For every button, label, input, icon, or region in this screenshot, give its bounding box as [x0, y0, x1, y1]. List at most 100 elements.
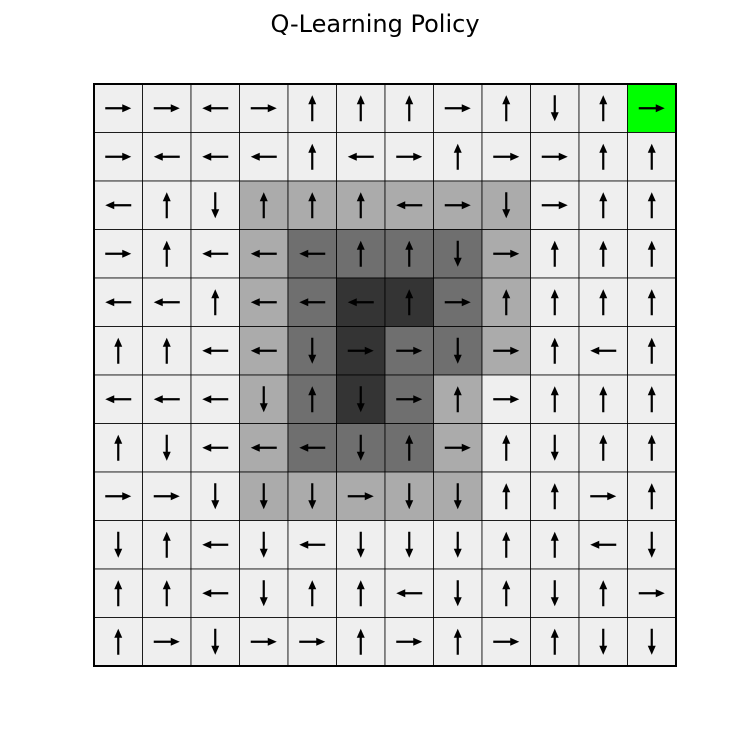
arrow-right-icon — [590, 492, 617, 501]
arrow-down-icon — [550, 434, 559, 461]
arrow-head — [405, 500, 414, 510]
arrow-up-icon — [550, 289, 559, 316]
arrow-head — [647, 645, 656, 655]
arrow-right-icon — [396, 395, 423, 404]
arrow-head — [259, 500, 268, 510]
arrow-head — [550, 240, 559, 250]
arrow-up-icon — [647, 337, 656, 364]
arrow-head — [647, 143, 656, 153]
arrow-down-icon — [114, 531, 123, 558]
arrow-head — [590, 346, 600, 355]
arrow-up-icon — [599, 192, 608, 219]
arrow-head — [453, 597, 462, 607]
arrow-head — [308, 580, 317, 590]
arrow-down-icon — [211, 192, 220, 219]
grid-cell — [578, 132, 628, 182]
arrow-head — [211, 289, 220, 299]
arrow-up-icon — [550, 337, 559, 364]
arrow-head — [170, 492, 180, 501]
arrow-right-icon — [250, 104, 277, 113]
arrow-left-icon — [347, 298, 374, 307]
arrow-head — [502, 95, 511, 105]
arrow-up-icon — [453, 386, 462, 413]
grid-cells — [93, 83, 677, 667]
arrow-down-icon — [647, 531, 656, 558]
arrow-head — [170, 637, 180, 646]
arrow-up-icon — [308, 95, 317, 122]
arrow-up-icon — [114, 434, 123, 461]
arrow-head — [364, 346, 374, 355]
arrow-down-icon — [647, 628, 656, 655]
arrow-right-icon — [153, 637, 180, 646]
arrow-down-icon — [550, 580, 559, 607]
arrow-left-icon — [347, 152, 374, 161]
arrow-left-icon — [105, 201, 132, 210]
arrow-up-icon — [599, 386, 608, 413]
arrow-down-icon — [453, 240, 462, 267]
arrow-head — [502, 483, 511, 493]
arrow-left-icon — [299, 443, 326, 452]
grid-cell — [433, 568, 483, 618]
arrow-left-icon — [202, 395, 229, 404]
arrow-right-icon — [493, 152, 520, 161]
arrow-head — [202, 443, 212, 452]
arrow-down-icon — [453, 580, 462, 607]
arrow-down-icon — [259, 580, 268, 607]
arrow-down-icon — [550, 95, 559, 122]
arrow-head — [299, 249, 309, 258]
arrow-head — [453, 257, 462, 267]
arrow-down-icon — [259, 386, 268, 413]
arrow-up-icon — [405, 289, 414, 316]
arrow-right-icon — [153, 492, 180, 501]
arrow-left-icon — [250, 249, 277, 258]
arrow-head — [405, 548, 414, 558]
arrow-left-icon — [202, 104, 229, 113]
arrow-head — [599, 580, 608, 590]
policy-arrows — [105, 95, 665, 655]
arrow-up-icon — [647, 289, 656, 316]
arrow-left-icon — [202, 249, 229, 258]
arrow-down-icon — [356, 531, 365, 558]
arrow-head — [647, 386, 656, 396]
arrow-head — [413, 346, 423, 355]
arrow-head — [558, 152, 568, 161]
arrow-head — [316, 637, 326, 646]
arrow-head — [607, 492, 617, 501]
arrow-head — [202, 104, 212, 113]
arrow-head — [162, 240, 171, 250]
arrow-head — [558, 201, 568, 210]
arrow-up-icon — [647, 386, 656, 413]
grid-cell — [336, 423, 386, 473]
arrow-down-icon — [453, 483, 462, 510]
arrow-head — [259, 597, 268, 607]
arrow-head — [267, 637, 277, 646]
arrow-up-icon — [162, 580, 171, 607]
arrow-head — [259, 403, 268, 413]
arrow-down-icon — [405, 531, 414, 558]
arrow-down-icon — [502, 192, 511, 219]
arrow-up-icon — [550, 628, 559, 655]
arrow-head — [453, 386, 462, 396]
arrow-head — [308, 95, 317, 105]
arrow-up-icon — [308, 580, 317, 607]
arrow-up-icon — [647, 143, 656, 170]
arrow-head — [599, 240, 608, 250]
arrow-head — [250, 298, 260, 307]
arrow-head — [461, 443, 471, 452]
arrow-up-icon — [599, 240, 608, 267]
arrow-down-icon — [356, 434, 365, 461]
arrow-head — [599, 386, 608, 396]
arrow-down-icon — [211, 483, 220, 510]
arrow-head — [202, 589, 212, 598]
arrow-head — [647, 240, 656, 250]
arrow-head — [647, 483, 656, 493]
arrow-head — [122, 492, 132, 501]
arrow-head — [413, 395, 423, 404]
arrow-right-icon — [493, 346, 520, 355]
arrow-up-icon — [502, 580, 511, 607]
arrow-head — [647, 337, 656, 347]
arrow-left-icon — [299, 298, 326, 307]
arrow-up-icon — [502, 531, 511, 558]
arrow-right-icon — [347, 346, 374, 355]
